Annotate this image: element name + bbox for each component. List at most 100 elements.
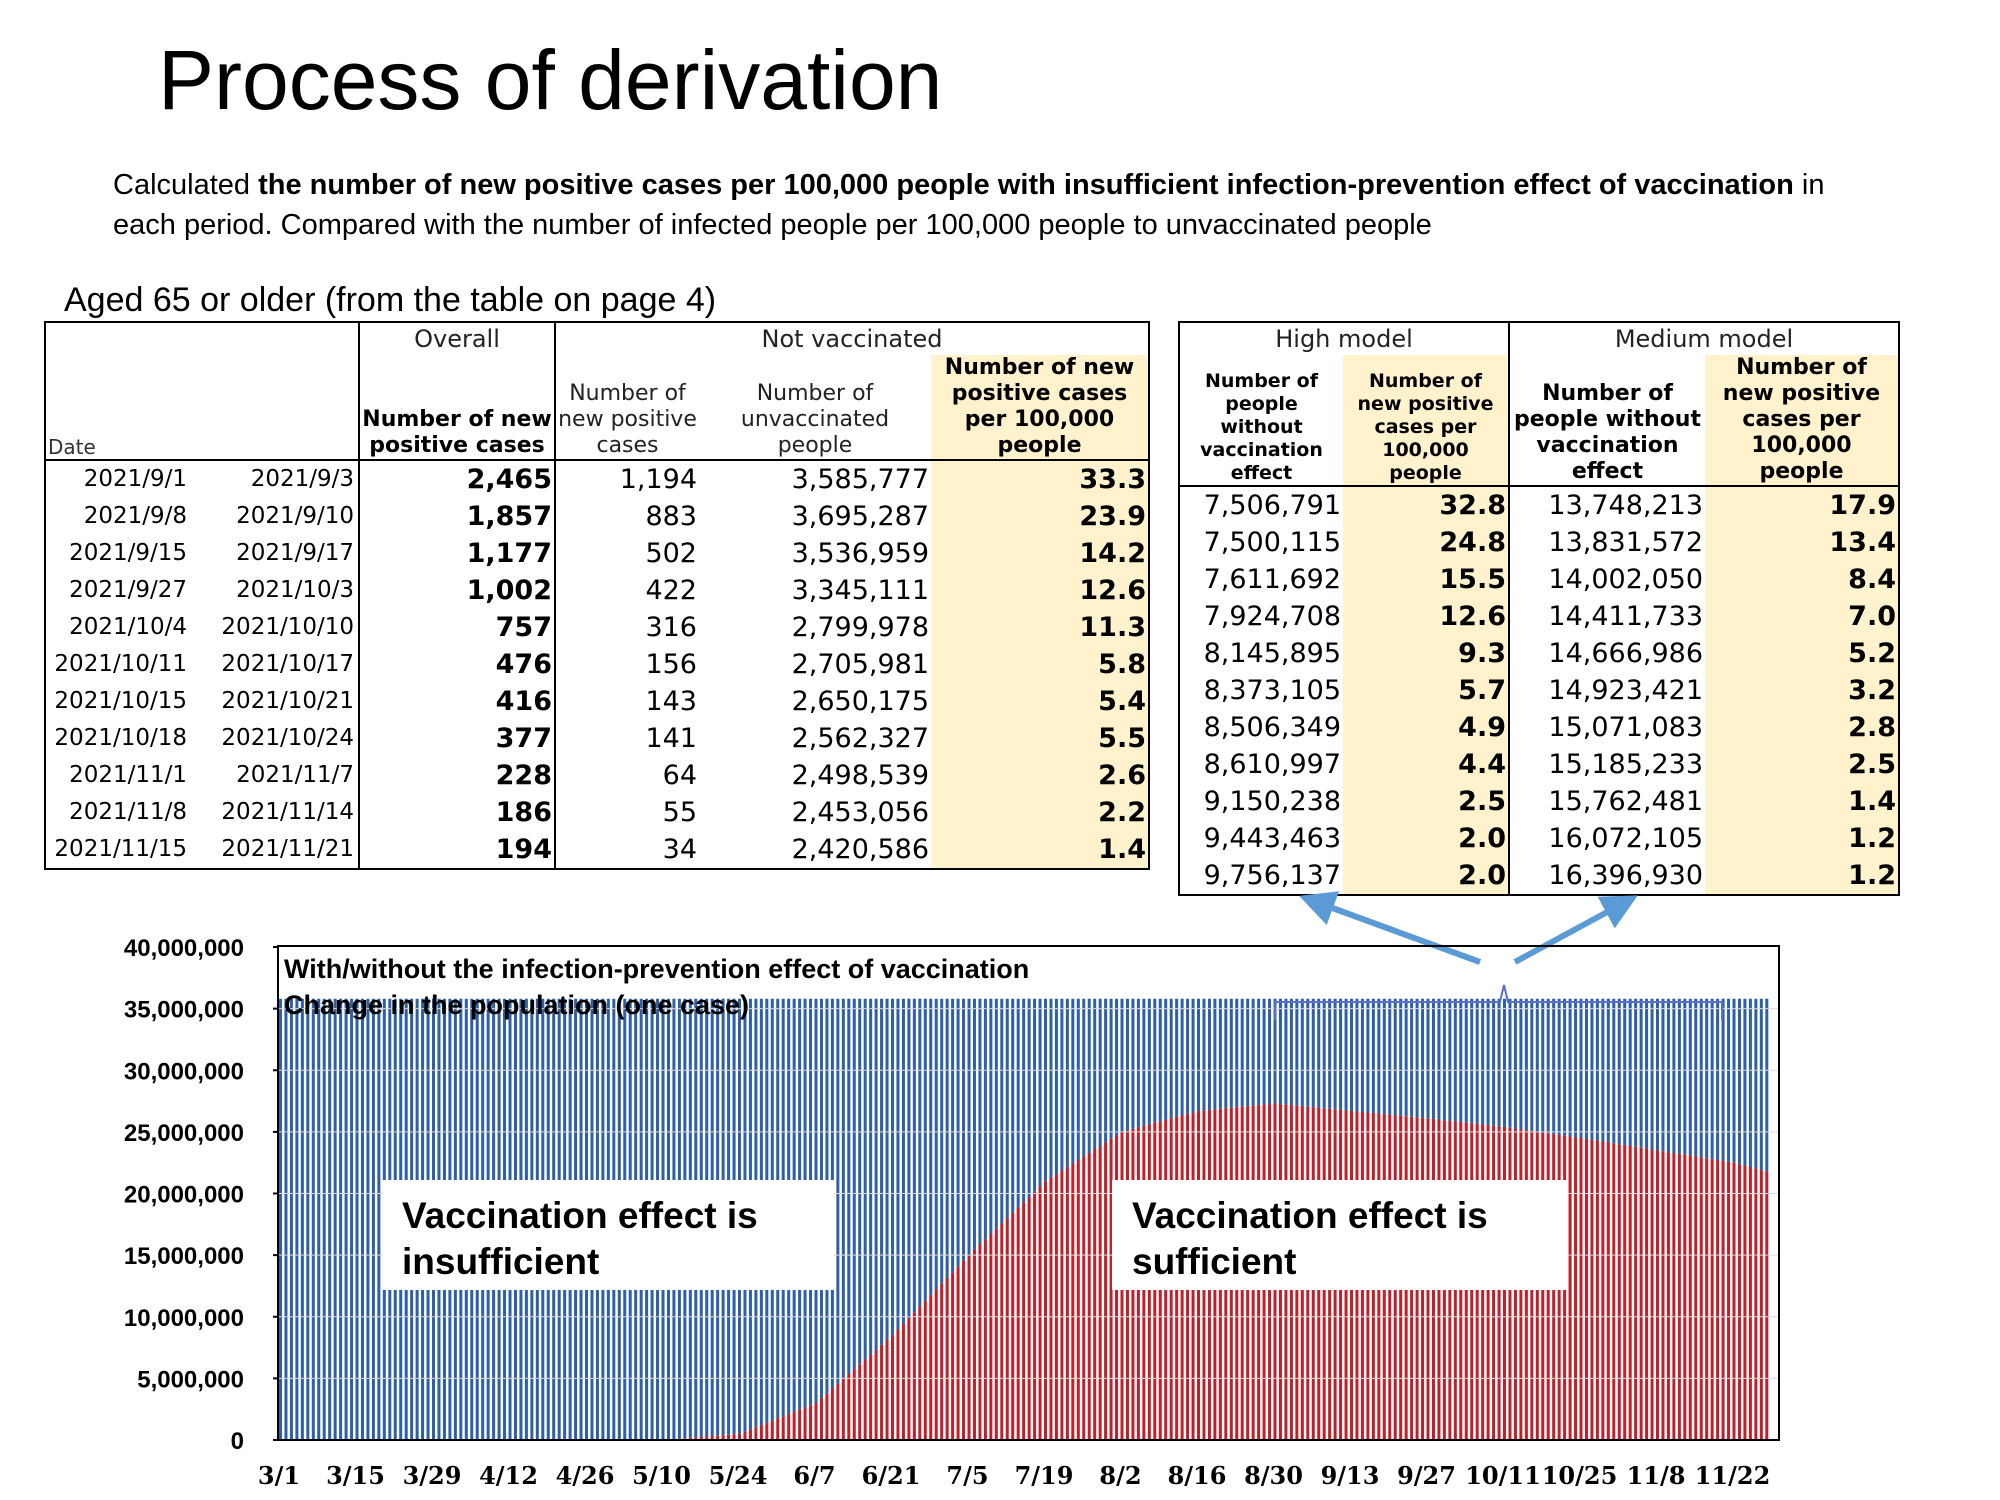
x-tick-label: 9/27 xyxy=(1397,1461,1456,1490)
bar-insufficient xyxy=(918,998,922,1307)
table-subtitle: Aged 65 or older (from the table on page… xyxy=(64,281,717,319)
annotation-insufficient-line-1: Vaccination effect is xyxy=(402,1195,758,1236)
high-people-cell: 7,924,708 xyxy=(1203,601,1341,632)
bar-insufficient xyxy=(912,998,916,1313)
bar-sufficient xyxy=(1060,1170,1064,1440)
bar-sufficient xyxy=(967,1255,971,1441)
bar-insufficient xyxy=(1634,998,1638,1147)
bar-insufficient xyxy=(1087,998,1091,1153)
bar-insufficient xyxy=(1186,998,1190,1114)
bar-sufficient xyxy=(1049,1177,1053,1440)
bar-sufficient xyxy=(962,1260,966,1440)
bar-insufficient xyxy=(1748,998,1752,1167)
bar-insufficient xyxy=(1377,998,1381,1114)
bar-sufficient xyxy=(874,1349,878,1440)
bar-insufficient xyxy=(300,998,304,1440)
bar-sufficient xyxy=(912,1312,916,1440)
bar-insufficient xyxy=(1065,998,1069,1168)
medium-people-cell: 13,748,213 xyxy=(1508,485,1705,524)
bar-sufficient xyxy=(1000,1223,1004,1440)
description: Calculated the number of new positive ca… xyxy=(113,165,1893,245)
bar-sufficient xyxy=(1656,1150,1660,1440)
bar-sufficient xyxy=(1699,1157,1703,1440)
bar-insufficient xyxy=(1284,998,1288,1105)
nv-cases-cell: 64 xyxy=(554,757,699,794)
bar-sufficient xyxy=(1109,1138,1113,1440)
x-tick-label: 10/25 xyxy=(1542,1461,1618,1490)
bar-sufficient xyxy=(1071,1163,1075,1440)
medium-people-cell: 15,071,083 xyxy=(1508,709,1705,746)
bar-insufficient xyxy=(1207,998,1211,1110)
bar-sufficient xyxy=(1579,1138,1583,1440)
bar-insufficient xyxy=(1470,998,1474,1124)
table-row: 9,443,463 2.0 16,072,105 1.2 xyxy=(1179,820,1899,857)
table-row: 2021/10/11 2021/10/17 476 156 2,705,981 5.8 xyxy=(45,646,1149,683)
bar-insufficient xyxy=(1054,998,1058,1175)
header-nv-per100k: Number of new positive cases per 100,000… xyxy=(931,355,1149,460)
table-row: 9,150,238 2.5 15,762,481 1.4 xyxy=(1179,783,1899,820)
annotation-sufficient-line-2: sufficient xyxy=(1132,1241,1296,1282)
bar-insufficient xyxy=(1235,998,1239,1108)
bar-insufficient xyxy=(1109,998,1113,1139)
x-tick-label: 8/30 xyxy=(1244,1461,1303,1490)
bar-sufficient xyxy=(1623,1145,1627,1440)
bar-sufficient xyxy=(918,1306,922,1440)
bar-sufficient xyxy=(1568,1136,1572,1440)
bar-insufficient xyxy=(1568,998,1572,1137)
bar-sufficient xyxy=(732,1434,736,1440)
bar-insufficient xyxy=(333,998,337,1440)
bar-insufficient xyxy=(896,998,900,1330)
bar-insufficient xyxy=(858,998,862,1365)
bar-sufficient xyxy=(1732,1162,1736,1440)
bar-insufficient xyxy=(1076,998,1080,1161)
table-row: 2021/9/8 2021/9/10 1,857 883 3,695,287 23.9 xyxy=(45,498,1149,535)
bar-insufficient xyxy=(1191,998,1195,1113)
group-medium-model: Medium model xyxy=(1508,322,1899,355)
date-start-cell: 2021/11/15 xyxy=(54,836,187,862)
header-high-per100k: Number of new positive cases per 100,000… xyxy=(1343,355,1509,486)
bar-sufficient xyxy=(748,1429,752,1440)
bar-sufficient xyxy=(1645,1148,1649,1440)
x-tick-label: 7/19 xyxy=(1015,1461,1074,1490)
bar-sufficient xyxy=(1683,1154,1687,1440)
table-row: 2021/10/15 2021/10/21 416 143 2,650,175 5.4 xyxy=(45,683,1149,720)
high-per100k-cell: 2.5 xyxy=(1343,783,1509,820)
bar-insufficient xyxy=(1431,998,1435,1119)
bar-insufficient xyxy=(1333,998,1337,1110)
bar-insufficient xyxy=(1016,998,1020,1208)
bar-sufficient xyxy=(1016,1207,1020,1440)
nv-people-cell: 2,453,056 xyxy=(791,797,929,828)
bar-sufficient xyxy=(1595,1140,1599,1440)
bar-insufficient xyxy=(1699,998,1703,1158)
bar-sufficient xyxy=(858,1364,862,1440)
medium-per100k-cell: 1.2 xyxy=(1705,857,1899,895)
overall-cases-cell: 416 xyxy=(358,683,555,720)
bar-insufficient xyxy=(1142,998,1146,1126)
date-start-cell: 2021/9/27 xyxy=(69,577,187,603)
table-row: 2021/11/1 2021/11/7 228 64 2,498,539 2.6 xyxy=(45,757,1149,794)
nv-people-cell: 2,799,978 xyxy=(791,612,929,643)
bar-sufficient xyxy=(1093,1149,1097,1440)
group-overall: Overall xyxy=(358,322,555,355)
bar-insufficient xyxy=(311,998,315,1440)
header-high-people: Number of people without vaccination eff… xyxy=(1200,370,1323,484)
bar-insufficient xyxy=(1677,998,1681,1154)
bar-insufficient xyxy=(1683,998,1687,1155)
bar-sufficient xyxy=(1743,1165,1747,1440)
bar-insufficient xyxy=(317,998,321,1440)
bar-insufficient xyxy=(1306,998,1310,1107)
bar-insufficient xyxy=(1759,998,1763,1170)
y-tick-label: 30,000,000 xyxy=(124,1058,244,1085)
bar-sufficient xyxy=(836,1383,840,1440)
medium-people-cell: 16,396,930 xyxy=(1508,857,1705,895)
bar-insufficient xyxy=(1574,998,1578,1138)
medium-per100k-cell: 1.2 xyxy=(1705,820,1899,857)
bar-insufficient xyxy=(1033,998,1037,1192)
bar-sufficient xyxy=(885,1340,889,1440)
bar-sufficient xyxy=(825,1393,829,1440)
bar-insufficient xyxy=(1153,998,1157,1123)
bar-insufficient xyxy=(1000,998,1004,1224)
bar-insufficient xyxy=(1071,998,1075,1164)
bar-sufficient xyxy=(1574,1137,1578,1440)
bar-sufficient xyxy=(759,1425,763,1440)
